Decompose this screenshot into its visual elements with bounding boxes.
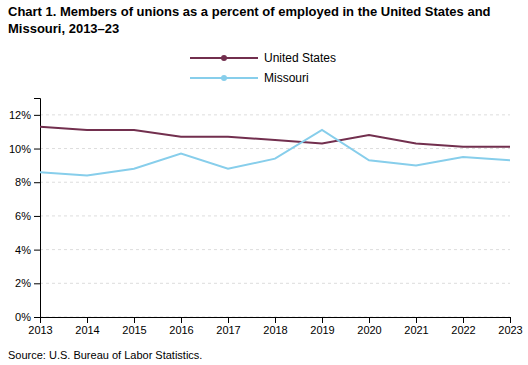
tick: 2018	[263, 317, 287, 336]
tick-mark	[510, 317, 511, 323]
tick-label: 12%	[9, 109, 31, 121]
tick: 6%	[15, 210, 40, 222]
tick-label: 2014	[75, 324, 99, 336]
tick-label: 2015	[122, 324, 146, 336]
tick-mark	[369, 317, 370, 323]
title: Chart 1. Members of unions as a percent …	[8, 4, 491, 36]
tick: 2014	[75, 317, 99, 336]
tick: 8%	[15, 176, 40, 188]
tick-label: 2016	[169, 324, 193, 336]
grid-line	[40, 148, 510, 149]
tick-label: 6%	[15, 210, 31, 222]
plot: 2013 2014 2015 2016 2017 2018 2019 2020 2021 2022…	[9, 99, 523, 336]
axis-line	[41, 318, 511, 324]
tick-label: 2%	[15, 277, 31, 289]
tick-label: 0%	[15, 311, 31, 323]
tick-mark	[34, 250, 40, 251]
tick-mark	[134, 317, 135, 323]
tick: 10%	[9, 143, 40, 155]
tick-label: 2023	[498, 324, 522, 336]
lines	[40, 127, 510, 176]
tick-label: 2021	[404, 324, 428, 336]
tick: 2%	[15, 277, 40, 289]
tick-mark	[34, 216, 40, 217]
tick-label: 4%	[15, 244, 31, 256]
tick-label: 2013	[28, 324, 52, 336]
grid-line	[40, 283, 510, 284]
tick-mark	[87, 317, 88, 323]
legend-marker	[221, 55, 227, 61]
tick: 2020	[357, 317, 381, 336]
tick: 2022	[451, 317, 475, 336]
tick: 2021	[404, 317, 428, 336]
tick-label: 8%	[15, 176, 31, 188]
tick-mark	[322, 317, 323, 323]
tick-label: 10%	[9, 143, 31, 155]
tick-label: 2018	[263, 324, 287, 336]
grid-line	[40, 215, 510, 216]
legend-item: United States	[190, 51, 336, 65]
tick: 2015	[122, 317, 146, 336]
y-axis: 0% 2% 4% 6% 8% 10% 12%	[9, 99, 41, 324]
tick-mark	[34, 317, 40, 318]
tick: 2019	[310, 317, 334, 336]
grid-line	[40, 182, 510, 183]
legend-item: Missouri	[190, 71, 309, 85]
grid-line	[40, 249, 510, 250]
tick-mark	[34, 182, 40, 183]
tick-mark	[34, 149, 40, 150]
tick-mark	[34, 283, 40, 284]
legend-label: Missouri	[264, 71, 309, 85]
legend-label: United States	[264, 51, 336, 65]
tick-label: 2019	[310, 324, 334, 336]
tick: 0%	[15, 311, 40, 323]
tick-mark	[463, 317, 464, 323]
tick: 12%	[9, 109, 40, 121]
source: Source: U.S. Bureau of Labor Statistics.	[8, 349, 202, 361]
tick-label: 2017	[216, 324, 240, 336]
legend-marker	[221, 75, 227, 81]
tick-label: 2020	[357, 324, 381, 336]
title-line: Chart 1. Members of unions as a percent …	[8, 4, 491, 19]
grid-line	[40, 114, 510, 115]
tick-mark	[228, 317, 229, 323]
series-line	[40, 127, 510, 147]
tick: 2023	[498, 317, 522, 336]
axis-line	[34, 99, 41, 318]
title-line: Missouri, 2013–23	[8, 21, 119, 36]
tick-mark	[181, 317, 182, 323]
grid	[40, 115, 510, 317]
tick: 2016	[169, 317, 193, 336]
legend: United States Missouri	[190, 51, 336, 85]
tick-mark	[416, 317, 417, 323]
tick: 4%	[15, 244, 40, 256]
tick-mark	[275, 317, 276, 323]
chart: Chart 1. Members of unions as a percent …	[0, 0, 528, 365]
tick: 2013	[28, 317, 52, 336]
series-line	[40, 130, 510, 175]
x-axis: 2013 2014 2015 2016 2017 2018 2019 2020 2021 2022…	[28, 317, 522, 336]
tick-mark	[34, 115, 40, 116]
tick: 2017	[216, 317, 240, 336]
tick-label: 2022	[451, 324, 475, 336]
